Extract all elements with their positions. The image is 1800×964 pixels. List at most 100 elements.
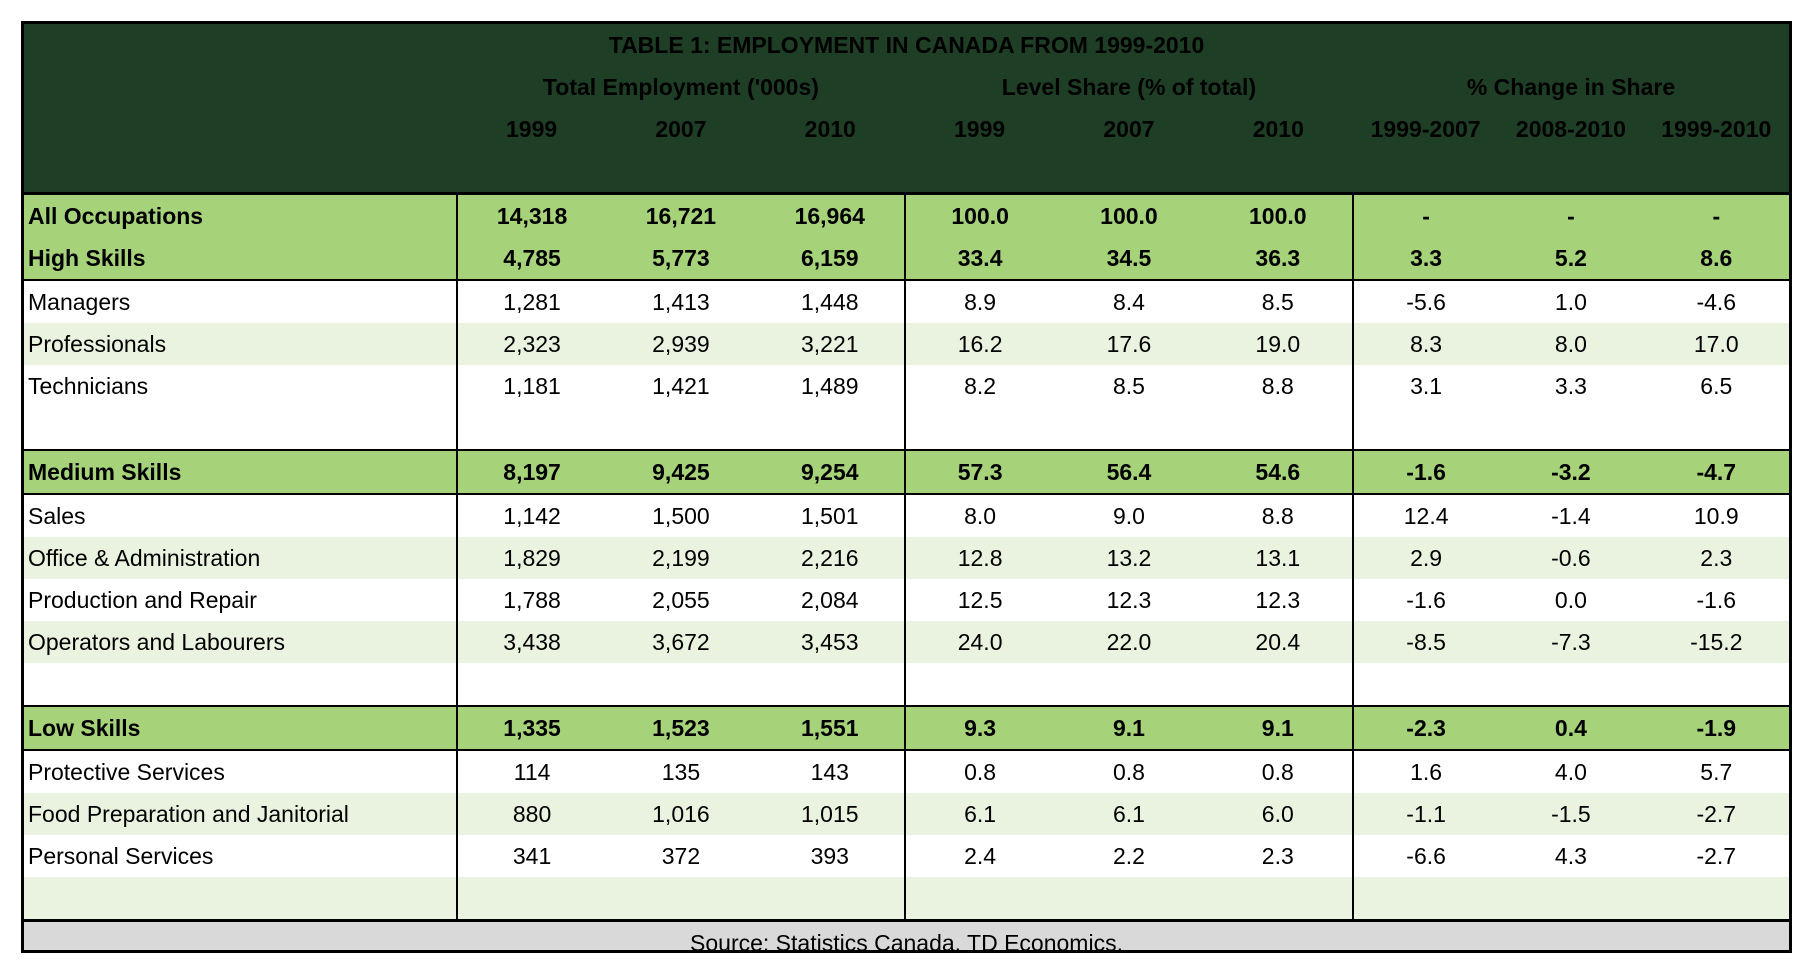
spacer-cell (755, 407, 905, 451)
data-cell: 2.3 (1203, 835, 1353, 877)
data-cell: 0.8 (1203, 750, 1353, 793)
spacer-cell (1203, 877, 1353, 921)
table-row: Operators and Labourers 3,438 3,672 3,453 24… (24, 621, 1789, 663)
table-row: Technicians 1,181 1,421 1,489 8.2 8.5 8.8 3.1 3.… (24, 365, 1789, 407)
table-row: Managers 1,281 1,413 1,448 8.9 8.4 8.5 -5.6 1.0-… (24, 280, 1789, 323)
data-cell: 1,551 (755, 705, 905, 751)
data-cell: 1,421 (606, 365, 756, 407)
data-cell: 1,489 (755, 365, 905, 407)
data-cell: - (1643, 192, 1789, 237)
data-cell: - (1351, 192, 1499, 237)
data-cell: 57.3 (903, 449, 1055, 495)
data-cell: 8.4 (1054, 280, 1204, 323)
data-cell: 8.9 (903, 280, 1055, 323)
data-cell: 8.5 (1203, 280, 1353, 323)
spacer-cell (1054, 877, 1204, 921)
data-cell: 9.1 (1054, 705, 1204, 751)
data-cell: -15.2 (1643, 621, 1789, 663)
data-cell: 13.2 (1054, 537, 1204, 579)
table-title: TABLE 1: EMPLOYMENT IN CANADA FROM 1999-… (24, 24, 1789, 66)
year-header: 2007 (1054, 108, 1204, 150)
spacer-row (24, 663, 1789, 707)
spacer-cell (903, 877, 1055, 921)
spacer-cell (755, 663, 905, 707)
spacer-cell (455, 877, 607, 921)
data-cell: 3.1 (1351, 365, 1499, 407)
data-cell: 12.3 (1054, 579, 1204, 621)
table-row: Production and Repair 1,788 2,055 2,084 12.5… (24, 579, 1789, 621)
data-cell: -8.5 (1351, 621, 1499, 663)
data-cell: 2.9 (1351, 537, 1499, 579)
data-cell: 0.8 (1054, 750, 1204, 793)
data-cell: 1,181 (455, 365, 607, 407)
year-header: 2007 (606, 108, 756, 150)
data-cell: 6.5 (1643, 365, 1789, 407)
year-header: 1999-2007 (1352, 108, 1499, 150)
row-label: Production and Repair (24, 579, 457, 621)
data-cell: 6.0 (1203, 793, 1353, 835)
data-cell: -2.7 (1643, 835, 1789, 877)
data-cell: -3.2 (1498, 449, 1644, 495)
year-header: 1999 (904, 108, 1055, 150)
row-label: Sales (24, 494, 457, 537)
data-cell: 0.8 (903, 750, 1055, 793)
spacer-cell (1351, 877, 1499, 921)
header-spacer-row (24, 150, 1789, 194)
table-row: Personal Services 341 372 393 2.4 2.2 2.3 -6.6 4… (24, 835, 1789, 877)
data-cell: 1,016 (606, 793, 756, 835)
data-cell: 9,254 (755, 449, 905, 495)
data-cell: - (1498, 192, 1644, 237)
data-cell: 2,939 (606, 323, 756, 365)
data-cell: 1,281 (455, 280, 607, 323)
spacer-row (24, 407, 1789, 451)
table-row: Protective Services 114 135 143 0.8 0.8 0.8 1.6… (24, 750, 1789, 793)
spacer-cell (1054, 663, 1204, 707)
spacer-cell (1498, 663, 1644, 707)
data-cell: 1,335 (455, 705, 607, 751)
row-label: Operators and Labourers (24, 621, 457, 663)
spacer-cell (1643, 663, 1789, 707)
data-cell: 1.6 (1351, 750, 1499, 793)
data-cell: 3,221 (755, 323, 905, 365)
row-label: Medium Skills (24, 449, 457, 495)
data-cell: 10.9 (1643, 494, 1789, 537)
data-cell: 2.3 (1643, 537, 1789, 579)
row-label: Professionals (24, 323, 457, 365)
data-cell: 1,500 (606, 494, 756, 537)
data-cell: 8.0 (903, 494, 1055, 537)
table-row: Office & Administration 1,829 2,199 2,216 12… (24, 537, 1789, 579)
row-label: Low Skills (24, 705, 457, 751)
column-group-row: Total Employment ('000s) Level Share (% … (24, 66, 1789, 108)
spacer-cell (1203, 407, 1353, 451)
data-cell: 14,318 (455, 192, 607, 237)
data-cell: 12.4 (1351, 494, 1499, 537)
data-cell: 2,323 (455, 323, 607, 365)
spacer-cell (606, 407, 756, 451)
row-label: All Occupations (24, 192, 457, 237)
employment-table-frame: TABLE 1: EMPLOYMENT IN CANADA FROM 1999-… (21, 21, 1792, 953)
row-label: Personal Services (24, 835, 457, 877)
data-cell: 2.4 (903, 835, 1055, 877)
data-cell: 19.0 (1203, 323, 1353, 365)
data-cell: 114 (455, 750, 607, 793)
spacer-cell (755, 877, 905, 921)
spacer-cell (1643, 407, 1789, 451)
data-cell: 3.3 (1498, 365, 1644, 407)
data-cell: -1.9 (1643, 705, 1789, 751)
data-cell: 100.0 (903, 192, 1055, 237)
data-cell: -7.3 (1498, 621, 1644, 663)
table-row: Sales 1,142 1,500 1,501 8.0 9.0 8.8 12.4 -1.4 10.… (24, 494, 1789, 537)
spacer-cell (1351, 407, 1499, 451)
header-blank (24, 108, 457, 150)
data-cell: 8.5 (1054, 365, 1204, 407)
year-header: 1999-2010 (1643, 108, 1789, 150)
data-cell: 1,523 (606, 705, 756, 751)
spacer-cell (24, 407, 457, 451)
year-header: 1999 (456, 108, 607, 150)
data-cell: 3,672 (606, 621, 756, 663)
data-cell: 8.0 (1498, 323, 1644, 365)
data-cell: -2.7 (1643, 793, 1789, 835)
data-cell: 12.5 (903, 579, 1055, 621)
spacer-cell (1643, 877, 1789, 921)
data-cell: 4,785 (455, 237, 607, 281)
